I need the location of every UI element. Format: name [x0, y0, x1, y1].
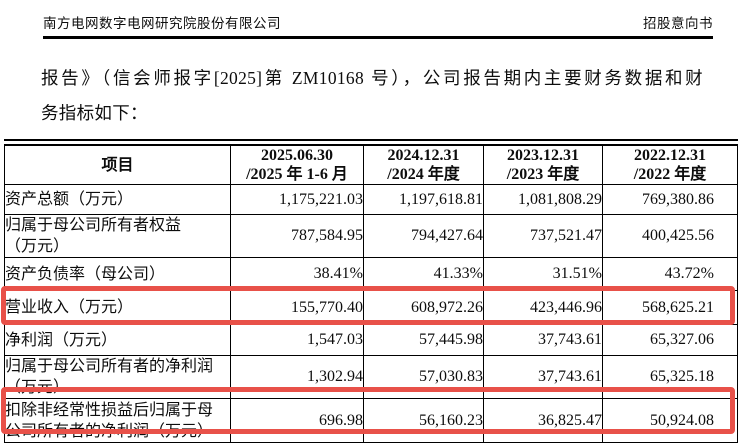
- table-row-debt-ratio: 资产负债率（母公司） 38.41% 41.33% 31.51% 43.72%: [4, 257, 738, 291]
- col-header-period-2025: 2025.06.30 /2025 年 1-6 月: [230, 142, 364, 185]
- row-label: 净利润（万元）: [4, 324, 231, 356]
- col-header-period-2023: 2023.12.31 /2023 年度: [483, 142, 603, 185]
- row-label: 资产负债率（母公司）: [4, 257, 231, 291]
- cell-value: 65,327.06: [602, 324, 738, 356]
- cell-value: 43.72%: [602, 257, 738, 291]
- cell-value: 155,770.40: [230, 290, 364, 325]
- table-row-parent-equity: 归属于母公司所有者权益 （万元） 787,584.95 794,427.64 7…: [4, 214, 738, 258]
- table-row-operating-revenue: 营业收入（万元） 155,770.40 608,972.26 423,446.9…: [4, 290, 738, 325]
- intro-paragraph: 报告》（信会师报字[2025]第 ZM10168 号），公司报告期内主要财务数据…: [41, 61, 703, 131]
- table-row-deducted-net-profit: 扣除非经常性损益后归属于母 公司所有者的净利润（万元） 696.98 56,16…: [4, 398, 738, 443]
- cell-value: 787,584.95: [230, 214, 364, 258]
- cell-value: 1,547.03: [230, 324, 364, 356]
- cell-value: 38.41%: [230, 257, 364, 291]
- cell-value: 769,380.86: [602, 184, 738, 215]
- financial-table: 项目 2025.06.30 /2025 年 1-6 月 2024.12.31 /…: [4, 139, 738, 443]
- col-header-item: 项目: [4, 142, 231, 185]
- cell-value: 400,425.56: [602, 214, 738, 258]
- table-row-net-profit: 净利润（万元） 1,547.03 57,445.98 37,743.61 65,…: [4, 324, 738, 356]
- cell-value: 608,972.26: [363, 290, 484, 325]
- cell-value: 31.51%: [483, 257, 603, 291]
- row-label: 资产总额（万元）: [4, 184, 231, 215]
- intro-paragraph-line1: 报告》（信会师报字[2025]第 ZM10168 号），公司报告期内主要财务数据…: [41, 68, 703, 88]
- table-header-row: 项目 2025.06.30 /2025 年 1-6 月 2024.12.31 /…: [4, 142, 738, 185]
- table-row-parent-net-profit: 归属于母公司所有者的净利润 （万元） 1,302.94 57,030.83 37…: [4, 355, 738, 399]
- cell-value: 737,521.47: [483, 214, 603, 258]
- cell-value: 41.33%: [363, 257, 484, 291]
- cell-value: 37,743.61: [483, 324, 603, 356]
- col-header-period-2022: 2022.12.31 /2022 年度: [602, 142, 738, 185]
- row-label: 营业收入（万元）: [4, 290, 231, 325]
- cell-value: 36,825.47: [483, 398, 603, 443]
- row-label: 归属于母公司所有者的净利润 （万元）: [4, 355, 231, 399]
- cell-value: 56,160.23: [363, 398, 484, 443]
- cell-value: 794,427.64: [363, 214, 484, 258]
- cell-value: 65,325.18: [602, 355, 738, 399]
- col-header-period-2024: 2024.12.31 /2024 年度: [363, 142, 484, 185]
- cell-value: 1,302.94: [230, 355, 364, 399]
- cell-value: 1,197,618.81: [363, 184, 484, 215]
- company-name: 南方电网数字电网研究院股份有限公司: [43, 16, 281, 31]
- cell-value: 50,924.08: [602, 398, 738, 443]
- cell-value: 57,030.83: [363, 355, 484, 399]
- cell-value: 696.98: [230, 398, 364, 443]
- header-divider: [43, 36, 713, 39]
- doc-type-label: 招股意向书: [643, 16, 713, 31]
- row-label: 扣除非经常性损益后归属于母 公司所有者的净利润（万元）: [4, 398, 231, 443]
- intro-paragraph-line2: 务指标如下：: [41, 103, 148, 123]
- table-row-total-assets: 资产总额（万元） 1,175,221.03 1,197,618.81 1,081…: [4, 184, 738, 215]
- cell-value: 1,081,808.29: [483, 184, 603, 215]
- cell-value: 57,445.98: [363, 324, 484, 356]
- row-label: 归属于母公司所有者权益 （万元）: [4, 214, 231, 258]
- cell-value: 568,625.21: [602, 290, 738, 325]
- cell-value: 37,743.61: [483, 355, 603, 399]
- cell-value: 1,175,221.03: [230, 184, 364, 215]
- running-header: 南方电网数字电网研究院股份有限公司 招股意向书: [43, 12, 713, 32]
- cell-value: 423,446.96: [483, 290, 603, 325]
